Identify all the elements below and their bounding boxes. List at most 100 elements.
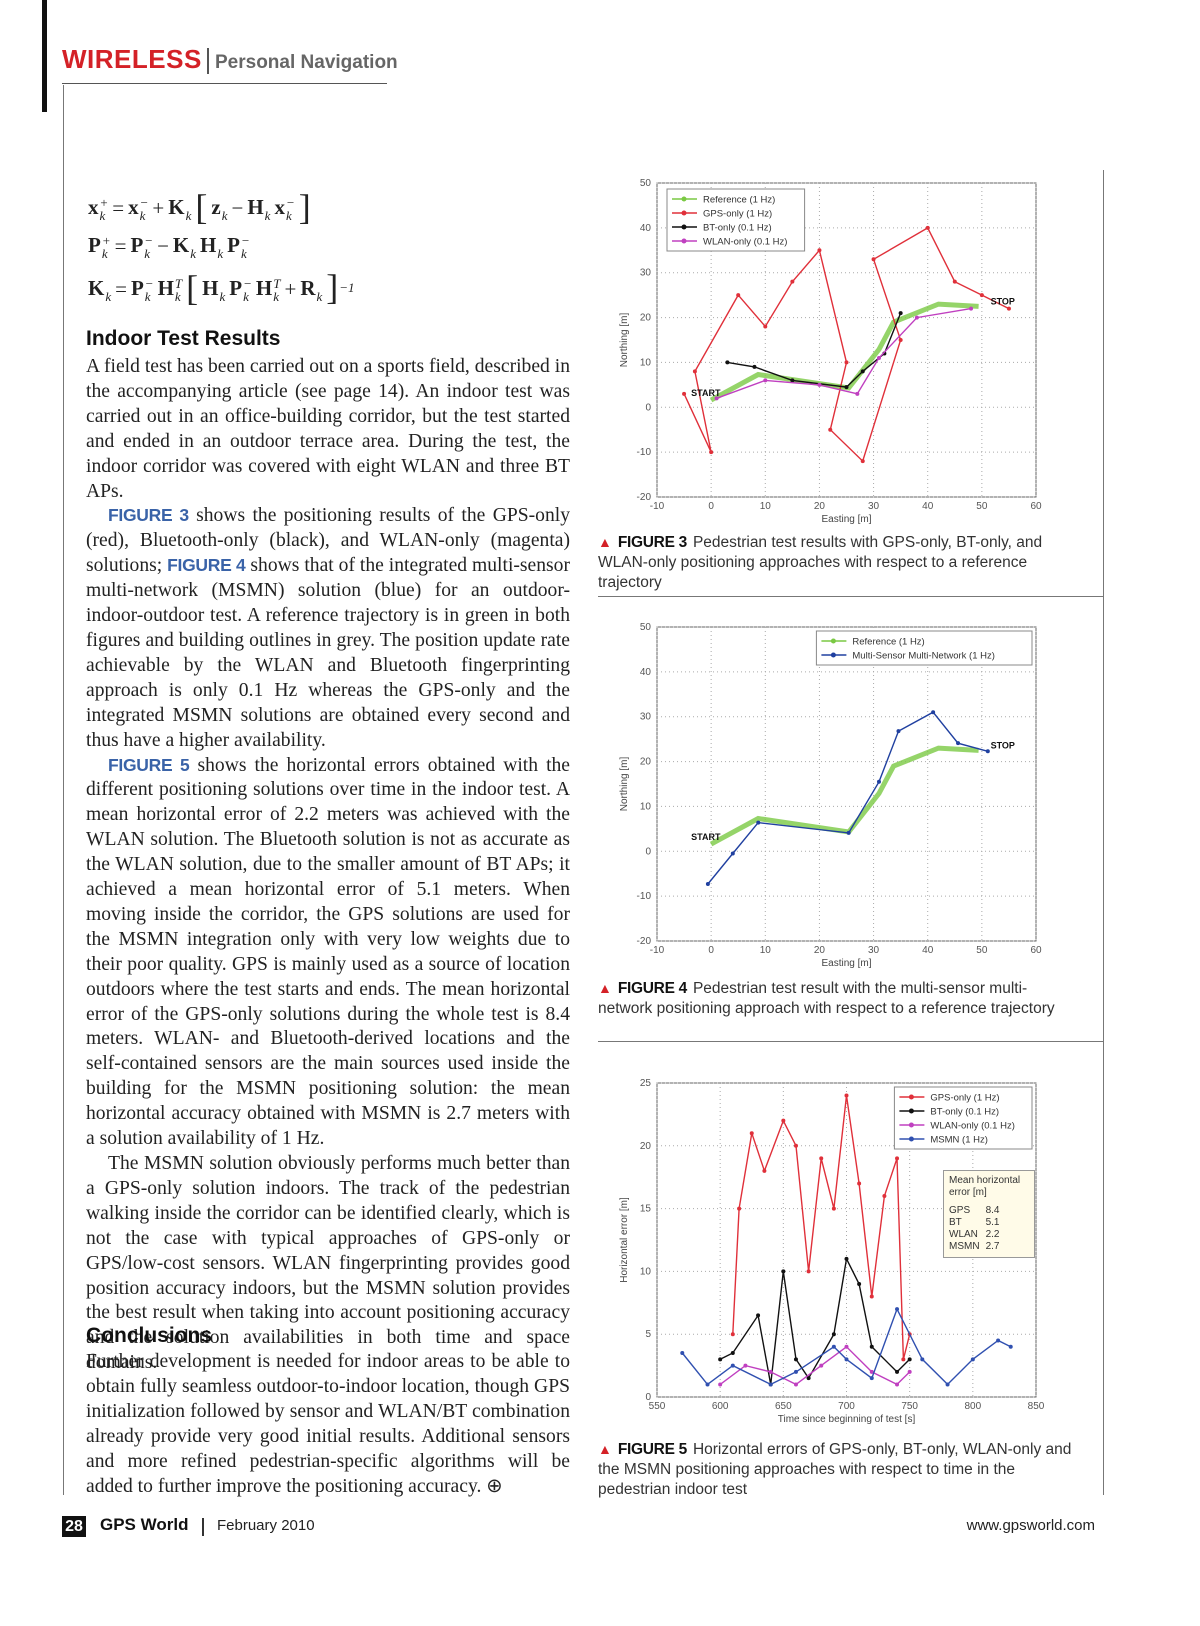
data-point: [718, 1382, 723, 1387]
y-tick-label: 20: [640, 1141, 652, 1152]
y-tick-label: 20: [640, 757, 652, 768]
x-tick-label: 40: [922, 501, 934, 512]
x-tick-label: 30: [868, 945, 880, 956]
math-symbol: x: [88, 194, 99, 219]
math-token: H k: [247, 195, 270, 222]
data-point: [876, 355, 881, 360]
data-point: [907, 1369, 912, 1374]
data-point: [985, 749, 990, 754]
page-number: 28: [62, 1516, 86, 1537]
math-token: =: [115, 234, 127, 259]
data-point: [945, 1382, 950, 1387]
math-scripts: k: [220, 277, 226, 303]
math-token: K k: [88, 276, 111, 303]
math-scripts: − k: [286, 196, 295, 222]
math-symbol: +: [152, 196, 165, 220]
subscript: k: [217, 245, 224, 261]
math-scripts: k: [316, 277, 322, 303]
math-scripts: + k: [100, 196, 109, 222]
paragraph: Further development is needed for indoor…: [86, 1350, 570, 1499]
math-token: P − k: [131, 276, 154, 303]
math-token: x − k: [128, 195, 148, 222]
x-tick-label: 550: [649, 1401, 666, 1412]
subscript: k: [144, 245, 151, 261]
data-point: [831, 1344, 836, 1349]
issue-date: February 2010: [217, 1517, 315, 1534]
x-tick-label: -10: [650, 945, 665, 956]
legend-label: WLAN-only (0.1 Hz): [930, 1121, 1014, 1132]
math-scripts: − k: [145, 277, 154, 303]
legend-marker: [830, 652, 836, 658]
superscript: [190, 234, 196, 247]
y-tick-label: 50: [640, 622, 652, 633]
legend-label: BT-only (0.1 Hz): [703, 223, 772, 234]
math-token: H k: [202, 276, 225, 303]
data-point: [970, 1357, 975, 1362]
mean-error-table: GPS 8.4 BT 5.1 WLAN 2.2 MSMN 2.7: [949, 1205, 1005, 1253]
caption-marker: ▲: [598, 534, 612, 550]
chart: -10 0 10 20 30 40 50 60-20-1001020304050Easting…: [619, 178, 1042, 525]
legend-label: MSMN (1 Hz): [930, 1135, 988, 1146]
caption-text: Horizontal errors of GPS-only, BT-only, …: [598, 1441, 1072, 1498]
x-tick-label: 800: [964, 1401, 981, 1412]
website: www.gpsworld.com: [966, 1517, 1095, 1534]
data-point: [714, 396, 719, 401]
legend-marker: [908, 1136, 914, 1142]
data-point: [793, 1143, 798, 1148]
mean-error-value: 8.4: [985, 1205, 1000, 1216]
data-point: [956, 741, 961, 746]
superscript: [217, 234, 223, 247]
data-point: [860, 369, 865, 374]
math-scripts: k: [105, 277, 111, 303]
math-symbol: R: [300, 276, 316, 300]
data-point: [882, 1194, 887, 1199]
superscript: T: [273, 276, 281, 292]
data-point: [730, 1351, 735, 1356]
method: GPS: [949, 1205, 971, 1216]
chart: -10 0 10 20 30 40 50 60-20-1001020304050Easting…: [619, 622, 1042, 969]
column-rule: [1103, 170, 1104, 1495]
math-token: x + k: [88, 195, 108, 222]
y-tick-label: 0: [645, 402, 651, 413]
data-point: [831, 1206, 836, 1211]
paragraph: FIGURE 3 shows the positioning results o…: [86, 504, 570, 753]
data-point: [869, 1376, 874, 1381]
figure-label: FIGURE 3: [617, 534, 687, 551]
math-token: ]: [299, 189, 311, 225]
data-point: [920, 1357, 925, 1362]
annotation: STOP: [991, 296, 1015, 306]
data-point: [730, 851, 735, 856]
annotation: START: [691, 388, 721, 398]
annotation: STOP: [991, 740, 1015, 750]
end-mark: ⊕: [481, 1475, 503, 1497]
data-point: [768, 1382, 773, 1387]
data-point: [869, 1344, 874, 1349]
math-symbol: x: [128, 194, 139, 219]
superscript: −1: [339, 280, 355, 296]
data-point: [846, 830, 851, 835]
math-symbol: K: [168, 194, 185, 219]
figure-caption: ▲ FIGURE 4 Pedestrian test result with the…: [598, 978, 1078, 1019]
math-symbol: P: [227, 232, 240, 257]
math-symbol: z: [211, 194, 221, 219]
caption-marker: ▲: [598, 1441, 612, 1457]
superscript: −: [144, 276, 154, 292]
x-tick-label: 600: [712, 1401, 729, 1412]
y-axis-label: Northing [m]: [619, 313, 630, 368]
text-run: shows the positioning results of the GPS…: [86, 505, 571, 577]
data-point: [844, 1093, 849, 1098]
data-point: [743, 1363, 748, 1368]
text-run: shows that of the integrated multi-senso…: [86, 555, 570, 751]
math-token: =: [115, 277, 127, 302]
x-tick-label: 20: [814, 945, 826, 956]
y-tick-label: 5: [645, 1329, 651, 1340]
x-tick-label: 750: [901, 1401, 918, 1412]
x-tick-label: 30: [868, 501, 880, 512]
separator: [598, 1041, 1103, 1042]
math-scripts: k: [190, 234, 196, 260]
column-rule: [63, 85, 64, 1495]
x-tick-label: 700: [838, 1401, 855, 1412]
math-symbol: P: [229, 276, 243, 300]
y-axis-label: Northing [m]: [619, 757, 630, 812]
